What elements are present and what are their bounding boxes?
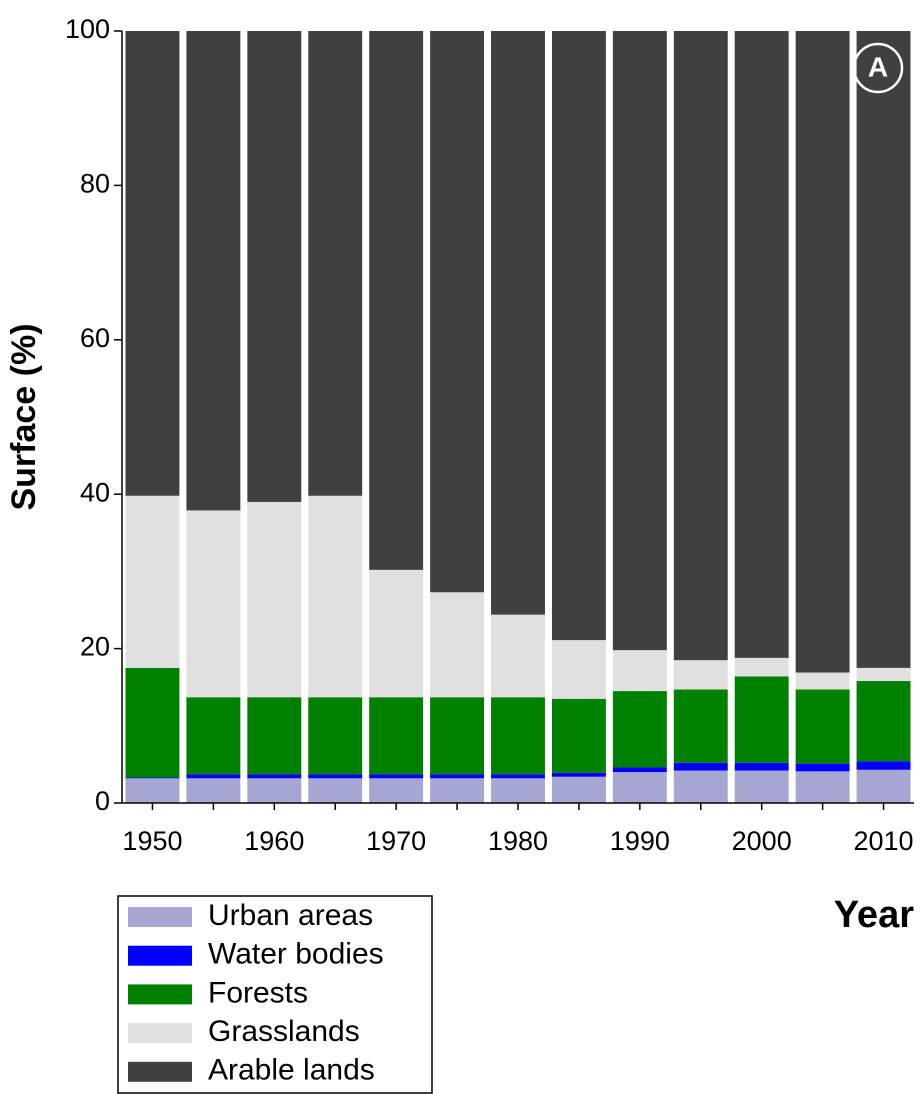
bar-segment — [308, 778, 363, 803]
y-tick-label: 80 — [80, 169, 110, 199]
bar-segment — [491, 697, 545, 775]
bar-segment — [247, 697, 302, 775]
bar-segment — [247, 501, 302, 698]
x-tick-label: 1950 — [122, 826, 182, 856]
bar-segment — [673, 770, 728, 803]
bar-segment — [125, 778, 180, 803]
legend-label: Water bodies — [208, 938, 384, 971]
bar-segment — [734, 770, 789, 803]
legend-swatch — [128, 907, 192, 927]
bar-segment — [369, 569, 424, 698]
y-tick-label: 60 — [80, 323, 110, 353]
bar-segment — [308, 31, 363, 496]
legend-swatch — [128, 984, 192, 1005]
bar-segment — [125, 31, 180, 496]
bar-segment — [795, 672, 850, 690]
y-tick-label: 0 — [95, 786, 110, 816]
bar-segment — [856, 769, 911, 803]
bar-segment — [369, 697, 424, 775]
x-tick-label: 1980 — [488, 826, 548, 856]
bar-segment — [551, 698, 606, 773]
bar-segment — [308, 774, 363, 779]
bar-segment — [856, 761, 911, 770]
x-tick-label: 1990 — [610, 826, 670, 856]
bar-segment — [551, 772, 606, 777]
y-axis-label: Surface (%) — [5, 323, 43, 510]
bar-segment — [491, 614, 545, 698]
bar-segment — [612, 772, 667, 803]
bar-segment — [551, 776, 606, 803]
legend-label: Arable lands — [208, 1054, 375, 1087]
bar-segment — [369, 774, 424, 779]
legend-label: Grasslands — [208, 1015, 360, 1048]
bar-segment — [369, 31, 424, 570]
bar-segment — [795, 763, 850, 772]
bar-segment — [734, 31, 789, 658]
bar-segment — [125, 667, 180, 778]
x-tick-label: 2000 — [732, 826, 792, 856]
bar-segment — [308, 495, 363, 698]
bar-segment — [125, 495, 180, 668]
x-axis-label: Year — [834, 894, 915, 936]
y-tick-label: 100 — [65, 14, 110, 44]
bar-segment — [247, 31, 302, 502]
bar-segment — [795, 31, 850, 673]
bar-segment — [186, 510, 241, 698]
bar-segment — [247, 774, 302, 779]
bar-segment — [856, 667, 911, 682]
bar-segment — [734, 657, 789, 677]
bar-segment — [612, 691, 667, 768]
bar-segment — [612, 650, 667, 692]
bar-segment — [673, 31, 728, 661]
legend-swatch — [128, 945, 192, 966]
bar-segment — [856, 31, 911, 668]
bar-segment — [612, 31, 667, 651]
bar-segment — [430, 697, 485, 775]
legend-swatch — [128, 1023, 192, 1044]
x-tick-label: 1960 — [244, 826, 304, 856]
bar-segment — [186, 774, 241, 779]
bar-segment — [673, 660, 728, 690]
bar-segment — [491, 31, 545, 615]
bar-segment — [734, 676, 789, 763]
bar-segment — [430, 774, 485, 779]
y-tick-label: 40 — [80, 477, 110, 507]
bar-segment — [856, 681, 911, 762]
legend-label: Forests — [208, 976, 308, 1009]
x-tick-label: 1970 — [366, 826, 426, 856]
bar-segment — [612, 767, 667, 773]
bar-segment — [491, 778, 545, 803]
bar-segment — [673, 689, 728, 763]
bar-segment — [308, 697, 363, 775]
legend-swatch — [128, 1061, 192, 1082]
bar-segment — [186, 31, 241, 511]
legend-label: Urban areas — [208, 899, 373, 932]
bar-segment — [247, 778, 302, 803]
bar-segment — [369, 778, 424, 803]
bar-segment — [430, 31, 485, 593]
bar-segment — [551, 31, 606, 641]
annotation-circle — [852, 42, 904, 94]
x-tick-label: 2010 — [853, 826, 913, 856]
bar-segment — [551, 640, 606, 699]
bar-segment — [186, 778, 241, 803]
bar-segment — [734, 762, 789, 771]
bar-segment — [430, 592, 485, 698]
bar-segment — [125, 777, 180, 779]
bar-segment — [186, 697, 241, 775]
bar-segment — [795, 771, 850, 803]
bar-segment — [430, 778, 485, 803]
bar-segment — [491, 774, 545, 779]
bar-segment — [795, 689, 850, 764]
annotation: A — [868, 51, 888, 82]
bar-segment — [673, 762, 728, 771]
y-tick-label: 20 — [80, 632, 110, 662]
